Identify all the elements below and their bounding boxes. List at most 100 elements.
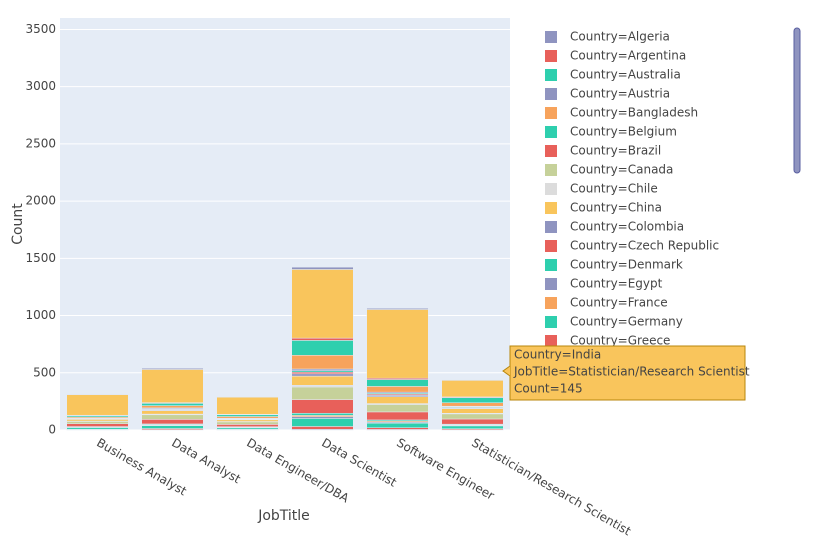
bar-segment: [441, 425, 504, 429]
legend-swatch[interactable]: [545, 202, 557, 214]
bar-segment: [291, 413, 354, 416]
legend-swatch[interactable]: [545, 335, 557, 347]
bar-segment: [291, 418, 354, 427]
bar-segment: [366, 422, 429, 428]
bar-segment: [366, 427, 429, 430]
bar-segment: [66, 423, 129, 427]
bar-segment: [291, 371, 354, 375]
tooltip-box: [509, 345, 746, 401]
legend-label: Country=Germany: [570, 315, 683, 329]
bar-segment: [441, 408, 504, 414]
legend-swatch[interactable]: [545, 126, 557, 138]
bar-segment: [366, 308, 429, 310]
legend-label: Country=Canada: [570, 163, 673, 177]
bar-segment: [141, 419, 204, 425]
bar-segment: [366, 386, 429, 393]
y-tick-label: 0: [48, 423, 56, 437]
y-tick-label: 1000: [25, 308, 56, 322]
bar-segment: [216, 396, 279, 415]
legend-label: Country=China: [570, 201, 662, 215]
legend-label: Country=Denmark: [570, 258, 683, 272]
bar-segment: [141, 369, 204, 403]
bar-segment: [291, 399, 354, 414]
legend-label: Country=Colombia: [570, 220, 684, 234]
legend-label: Country=Argentina: [570, 49, 686, 63]
legend-label: Country=Egypt: [570, 277, 663, 291]
bar-segment: [216, 419, 279, 422]
bar-segment: [141, 410, 204, 415]
bar-segment: [66, 419, 129, 422]
legend-swatch[interactable]: [545, 183, 557, 195]
legend-swatch[interactable]: [545, 240, 557, 252]
bar-segment: [366, 309, 429, 379]
legend-swatch[interactable]: [545, 107, 557, 119]
y-tick-label: 3500: [25, 22, 56, 36]
bar-segment: [291, 386, 354, 400]
bar-segment: [366, 411, 429, 421]
bar-segment: [141, 425, 204, 429]
bar-segment: [291, 266, 354, 270]
bar-segment: [291, 355, 354, 370]
bar-segment: [291, 375, 354, 386]
bar-segment: [441, 402, 504, 407]
bar-segment: [291, 269, 354, 339]
y-tick-label: 1500: [25, 251, 56, 265]
legend-swatch[interactable]: [545, 50, 557, 62]
legend-label: Country=Bangladesh: [570, 106, 698, 120]
bar-segment: [441, 413, 504, 420]
legend-label: Country=Chile: [570, 182, 658, 196]
bar-segment: [141, 414, 204, 420]
x-axis-title: JobTitle: [257, 508, 310, 524]
legend-swatch[interactable]: [545, 278, 557, 290]
y-tick-label: 500: [33, 365, 56, 379]
bar-segment: [291, 337, 354, 341]
bar-segment: [441, 379, 504, 381]
plot-area: [60, 18, 510, 430]
bar-segment: [216, 421, 279, 425]
bar-segment: [141, 405, 204, 409]
bar-segment: [291, 426, 354, 430]
tooltip-pointer: [502, 365, 511, 377]
bar-segment: [216, 424, 279, 427]
bar-segment: [66, 421, 129, 424]
bar-segment: [366, 379, 429, 387]
legend-label: Country=Belgium: [570, 125, 677, 139]
bar-segment: [291, 340, 354, 356]
legend-swatch[interactable]: [545, 164, 557, 176]
bar-segment: [291, 373, 354, 377]
bar-segment: [366, 404, 429, 413]
legend-swatch[interactable]: [545, 69, 557, 81]
bar-segment: [141, 403, 204, 406]
legend-swatch[interactable]: [545, 221, 557, 233]
x-tick-label: Statistician/Research Scientist: [469, 436, 633, 539]
y-axis-title: Count: [10, 203, 26, 245]
bar-segment: [441, 380, 504, 398]
y-tick-label: 2500: [25, 136, 56, 150]
bar-segment: [291, 416, 354, 419]
legend-label: Country=France: [570, 296, 668, 310]
x-tick-label: Data Analyst: [169, 436, 243, 487]
legend-scrollbar[interactable]: [793, 27, 801, 174]
legend-swatch[interactable]: [545, 297, 557, 309]
y-tick-label: 3000: [25, 79, 56, 93]
legend-label: Country=Algeria: [570, 30, 670, 44]
y-tick-label: 2000: [25, 194, 56, 208]
bar-segment: [291, 385, 354, 388]
legend-swatch[interactable]: [545, 316, 557, 328]
tooltip-line: Country=India: [514, 348, 601, 362]
legend-swatch[interactable]: [545, 145, 557, 157]
legend-label: Country=Australia: [570, 68, 681, 82]
bar-segment: [441, 418, 504, 425]
bar-segment: [216, 416, 279, 419]
bar-segment: [66, 427, 129, 430]
legend-swatch[interactable]: [545, 88, 557, 100]
bar-segment: [291, 368, 354, 371]
legend-label: Country=Greece: [570, 334, 670, 348]
legend-swatch[interactable]: [545, 259, 557, 271]
legend-swatch[interactable]: [545, 31, 557, 43]
legend-label: Country=Czech Republic: [570, 239, 719, 253]
bar-segment: [141, 368, 204, 370]
legend-label: Country=Austria: [570, 87, 670, 101]
